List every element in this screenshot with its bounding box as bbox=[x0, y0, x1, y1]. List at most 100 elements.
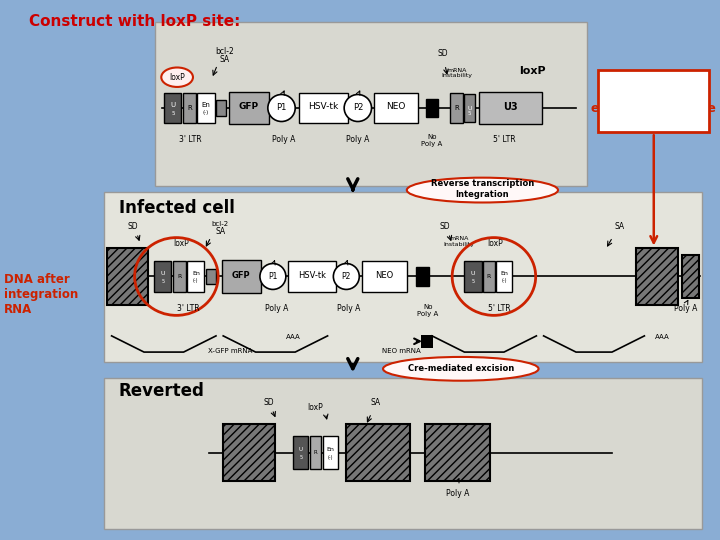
Text: R: R bbox=[487, 274, 491, 279]
Bar bbox=[416, 267, 429, 286]
Text: loxP: loxP bbox=[487, 239, 503, 247]
Ellipse shape bbox=[268, 94, 295, 122]
Text: U3: U3 bbox=[503, 102, 518, 112]
Bar bbox=[223, 424, 275, 481]
Text: U: U bbox=[161, 271, 165, 276]
Text: En: En bbox=[192, 271, 199, 276]
Text: loxP: loxP bbox=[169, 73, 185, 82]
Text: Reverse transcription
Integration: Reverse transcription Integration bbox=[431, 179, 534, 199]
Bar bbox=[154, 261, 171, 292]
Ellipse shape bbox=[344, 94, 372, 122]
Bar bbox=[293, 436, 308, 469]
Text: mRNA
Instability: mRNA Instability bbox=[441, 68, 473, 78]
Text: R: R bbox=[177, 274, 181, 279]
Bar bbox=[450, 93, 463, 123]
Text: (-): (-) bbox=[193, 278, 199, 284]
Text: NEO: NEO bbox=[375, 271, 394, 280]
Bar bbox=[598, 70, 709, 132]
Text: HSV-tk: HSV-tk bbox=[298, 271, 325, 280]
Bar bbox=[682, 255, 699, 298]
Text: SD: SD bbox=[440, 222, 450, 231]
Text: R: R bbox=[313, 450, 318, 455]
Text: (-): (-) bbox=[501, 278, 507, 284]
Text: P1: P1 bbox=[268, 272, 278, 281]
Bar bbox=[104, 378, 702, 529]
Text: 3' LTR: 3' LTR bbox=[177, 305, 200, 313]
Text: Poly A: Poly A bbox=[675, 305, 698, 313]
Text: Poly A: Poly A bbox=[446, 489, 469, 497]
Text: Construct with loxP site:: Construct with loxP site: bbox=[29, 14, 240, 29]
Text: SA: SA bbox=[371, 398, 381, 407]
Bar bbox=[421, 335, 433, 348]
Bar bbox=[496, 261, 512, 292]
Ellipse shape bbox=[383, 357, 539, 381]
Bar bbox=[187, 261, 204, 292]
Bar bbox=[155, 22, 587, 186]
Text: bcl-2: bcl-2 bbox=[215, 47, 234, 56]
Text: Poly A: Poly A bbox=[272, 135, 295, 144]
Text: DNA after
integration
RNA: DNA after integration RNA bbox=[4, 273, 78, 316]
Text: 5' LTR: 5' LTR bbox=[492, 135, 516, 144]
Bar bbox=[173, 261, 186, 292]
Ellipse shape bbox=[260, 264, 286, 289]
Text: P2: P2 bbox=[353, 104, 363, 112]
Text: P2: P2 bbox=[341, 272, 351, 281]
Text: mRNA
Instability: mRNA Instability bbox=[444, 236, 475, 247]
Text: AAA: AAA bbox=[287, 334, 301, 340]
Text: NEO: NEO bbox=[387, 103, 405, 111]
Bar bbox=[222, 260, 261, 293]
Text: En: En bbox=[202, 102, 210, 108]
Bar bbox=[425, 424, 490, 481]
Bar bbox=[483, 261, 495, 292]
Text: No
Poly A: No Poly A bbox=[417, 304, 438, 317]
Bar bbox=[104, 192, 702, 362]
Text: loxP: loxP bbox=[174, 239, 189, 247]
Text: AAA: AAA bbox=[655, 334, 670, 340]
Text: En: En bbox=[500, 271, 508, 276]
Ellipse shape bbox=[333, 264, 359, 289]
Bar bbox=[197, 93, 215, 123]
Ellipse shape bbox=[161, 68, 193, 87]
Ellipse shape bbox=[407, 178, 558, 202]
Text: Reverted: Reverted bbox=[119, 382, 204, 400]
Text: En: En bbox=[327, 447, 334, 452]
Text: X-GFP mRNA: X-GFP mRNA bbox=[208, 348, 253, 354]
Text: GFP: GFP bbox=[238, 103, 258, 111]
Text: U: U bbox=[299, 447, 303, 453]
Bar bbox=[216, 100, 226, 116]
Text: 5: 5 bbox=[171, 111, 174, 116]
Bar bbox=[206, 269, 216, 284]
Bar bbox=[323, 436, 338, 469]
Text: No
Poly A: No Poly A bbox=[421, 134, 443, 147]
Text: bcl-2: bcl-2 bbox=[212, 220, 229, 227]
Bar bbox=[183, 93, 196, 123]
Text: NEO mRNA: NEO mRNA bbox=[382, 348, 420, 354]
Text: 5: 5 bbox=[300, 455, 302, 461]
Text: SD: SD bbox=[264, 398, 274, 407]
Text: SD: SD bbox=[128, 222, 138, 231]
Bar bbox=[362, 261, 407, 292]
Text: 5: 5 bbox=[161, 279, 164, 285]
Bar bbox=[164, 93, 181, 123]
Bar bbox=[426, 99, 438, 117]
Bar bbox=[299, 93, 348, 123]
Text: Cre-mediated excision: Cre-mediated excision bbox=[408, 364, 514, 373]
Bar bbox=[464, 261, 482, 292]
Text: SA: SA bbox=[215, 227, 225, 236]
Bar bbox=[346, 424, 410, 481]
Bar bbox=[374, 93, 418, 123]
Text: U: U bbox=[467, 105, 472, 111]
Text: U: U bbox=[471, 271, 475, 276]
Text: Poly A: Poly A bbox=[346, 135, 369, 144]
Text: Poly A: Poly A bbox=[265, 305, 288, 313]
Text: R: R bbox=[187, 105, 192, 111]
Text: GFP: GFP bbox=[232, 271, 251, 280]
Text: P1: P1 bbox=[276, 104, 287, 112]
Bar bbox=[229, 92, 269, 124]
Bar bbox=[107, 248, 148, 305]
Text: Exon from
endogenous gene: Exon from endogenous gene bbox=[591, 87, 716, 115]
Text: SD: SD bbox=[438, 50, 448, 58]
Text: 5: 5 bbox=[472, 279, 474, 285]
Bar bbox=[636, 248, 678, 305]
Text: 3' LTR: 3' LTR bbox=[179, 135, 202, 144]
